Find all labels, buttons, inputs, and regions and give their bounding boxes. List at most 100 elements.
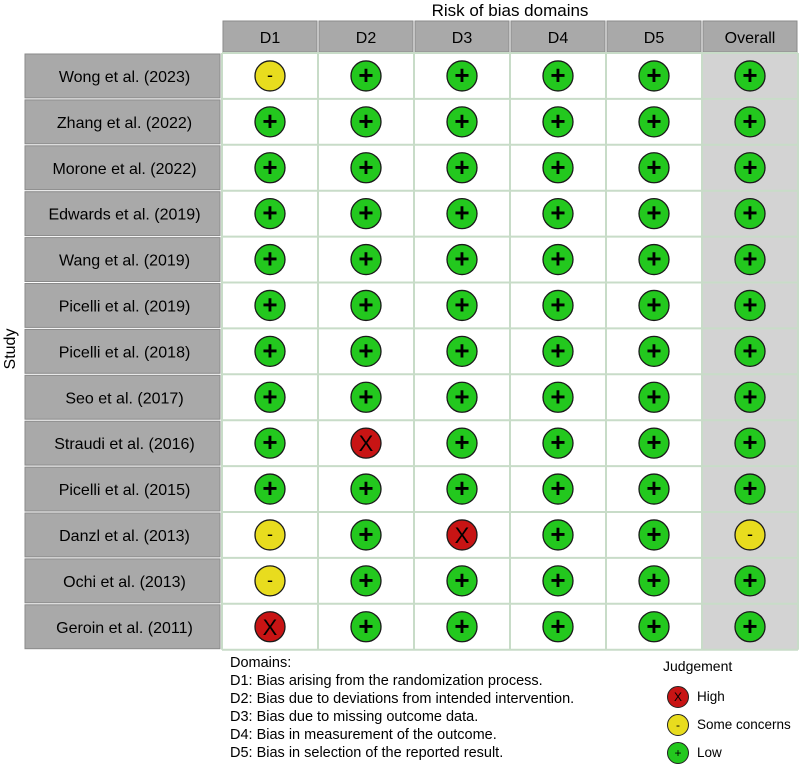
judgement-marker-low [542, 335, 574, 368]
judgement-marker-low [350, 565, 382, 597]
judgement-marker-low [446, 60, 478, 92]
judgement-symbol-low: + [550, 60, 565, 90]
judgement-marker-low [734, 473, 766, 505]
study-row: Danzl et al. (2013) - + X + + - [24, 512, 766, 558]
column-header-overall [702, 20, 798, 53]
judgement-symbol-low: + [262, 335, 277, 365]
judgement-symbol-low: + [550, 381, 565, 411]
study-row: Zhang et al. (2022) + + + + + + [24, 99, 766, 145]
judgement-cell-low: + [638, 243, 670, 276]
judgement-cell-low: + [734, 152, 766, 184]
judgement-cell-low: + [734, 611, 766, 643]
study-row: Geroin et al. (2011) X + + + + + [24, 604, 766, 650]
judgement-symbol-high: X [455, 523, 470, 548]
judgement-marker-low [446, 427, 478, 459]
judgement-marker-low [254, 243, 286, 276]
judgement-marker-low [734, 243, 766, 276]
judgement-marker-low [446, 381, 478, 413]
judgement-cell-low: + [254, 197, 286, 230]
judgement-marker-low [638, 243, 670, 276]
study-label-box [24, 374, 221, 420]
judgement-marker-low [446, 473, 478, 505]
judgement-marker-low [446, 106, 478, 138]
judgement-symbol-some: - [747, 524, 753, 544]
judgement-symbol-low: + [550, 244, 565, 274]
judgement-some-label: Some concerns [697, 717, 791, 732]
study-label-box [24, 145, 221, 191]
judgement-marker-low [542, 565, 574, 597]
judgement-symbol-low: + [358, 60, 373, 90]
judgement-symbol-low: + [550, 519, 565, 549]
judgement-cell-low: + [638, 106, 670, 138]
judgement-cell-low: + [638, 473, 670, 505]
judgement-cell-some: - [734, 519, 766, 551]
y-axis-label: Study [2, 329, 19, 370]
judgement-cell-low: + [350, 565, 382, 597]
judgement-marker-low [638, 152, 670, 184]
judgement-cell-low: + [734, 565, 766, 597]
judgement-cell-low: + [542, 519, 574, 551]
column-header-label-overall: Overall [725, 30, 776, 47]
judgement-symbol-low: + [742, 60, 757, 90]
judgement-marker-low [446, 152, 478, 184]
judgement-cell-low: + [734, 335, 766, 368]
judgement-marker-low [542, 197, 574, 230]
judgement-cell-low: + [446, 611, 478, 643]
judgement-symbol-low: + [742, 289, 757, 319]
judgement-symbol-low: + [550, 198, 565, 228]
judgement-cell-low: + [734, 289, 766, 322]
judgement-marker-low [542, 427, 574, 459]
judgement-marker-low [350, 519, 382, 551]
domain-d1-desc: D1: Bias arising from the randomization … [230, 673, 543, 689]
judgement-marker-low [254, 152, 286, 184]
judgement-cell-low: + [638, 198, 670, 230]
judgement-cell-low: + [542, 335, 574, 368]
judgement-marker-low [734, 197, 766, 230]
judgement-marker-some [254, 565, 286, 597]
judgement-cell-low: + [734, 197, 766, 230]
judgement-symbol-some: - [267, 65, 273, 85]
study-label-box [24, 512, 221, 558]
study-row: Edwards et al. (2019) + + + + + + [24, 191, 766, 237]
judgement-marker-low [254, 335, 286, 368]
judgement-marker-some [254, 60, 286, 92]
judgement-symbol-low: + [262, 427, 277, 457]
judgement-symbol-low: + [262, 152, 277, 182]
judgement-legend: Judgement X High - Some concerns + Low [663, 657, 800, 767]
judgement-marker-low [638, 473, 670, 505]
judgement-marker-low [254, 197, 286, 230]
judgement-cell-low: + [734, 381, 766, 413]
judgement-symbol-low: + [454, 473, 469, 503]
judgement-marker-low [350, 243, 382, 276]
judgement-cell-low: + [350, 519, 382, 551]
judgement-cell-low: + [734, 427, 766, 459]
domains-header: Risk of bias domains [432, 1, 589, 20]
judgement-symbol-low: + [550, 106, 565, 136]
study-row: Ochi et al. (2013) - + + + + + [24, 558, 766, 604]
judgement-cell-low: + [446, 473, 478, 505]
judgement-marker-low [638, 60, 670, 92]
judgement-symbol-low: + [742, 244, 757, 274]
judgement-cell-low: + [638, 289, 670, 322]
judgement-marker-low [734, 427, 766, 459]
domain-d5-desc: D5: Bias in selection of the reported re… [230, 745, 504, 761]
domain-d4-desc: D4: Bias in measurement of the outcome. [230, 727, 497, 743]
judgement-cell-some: - [254, 565, 286, 597]
judgement-symbol-low: + [358, 289, 373, 319]
judgement-cell-low: + [638, 152, 670, 184]
judgement-symbol-low: + [358, 244, 373, 274]
judgement-marker-low [542, 381, 574, 413]
study-row: Straudi et al. (2016) + X + + + + [24, 420, 766, 466]
column-headers: D1 D2 D3 D4 D5 Overall [222, 20, 798, 53]
judgement-marker-low [254, 427, 286, 459]
column-header-label-d1: D1 [260, 30, 281, 47]
judgement-marker-low [446, 243, 478, 276]
study-label: Wang et al. (2019) [59, 253, 190, 270]
judgement-symbol-low: + [646, 381, 661, 411]
judgement-symbol-low: + [742, 152, 757, 182]
column-header-label-d4: D4 [548, 30, 569, 47]
judgement-cell-low: + [542, 611, 574, 643]
judgement-cell-low: + [446, 198, 478, 230]
judgement-cell-low: + [350, 335, 382, 368]
judgement-symbol-low: + [358, 152, 373, 182]
